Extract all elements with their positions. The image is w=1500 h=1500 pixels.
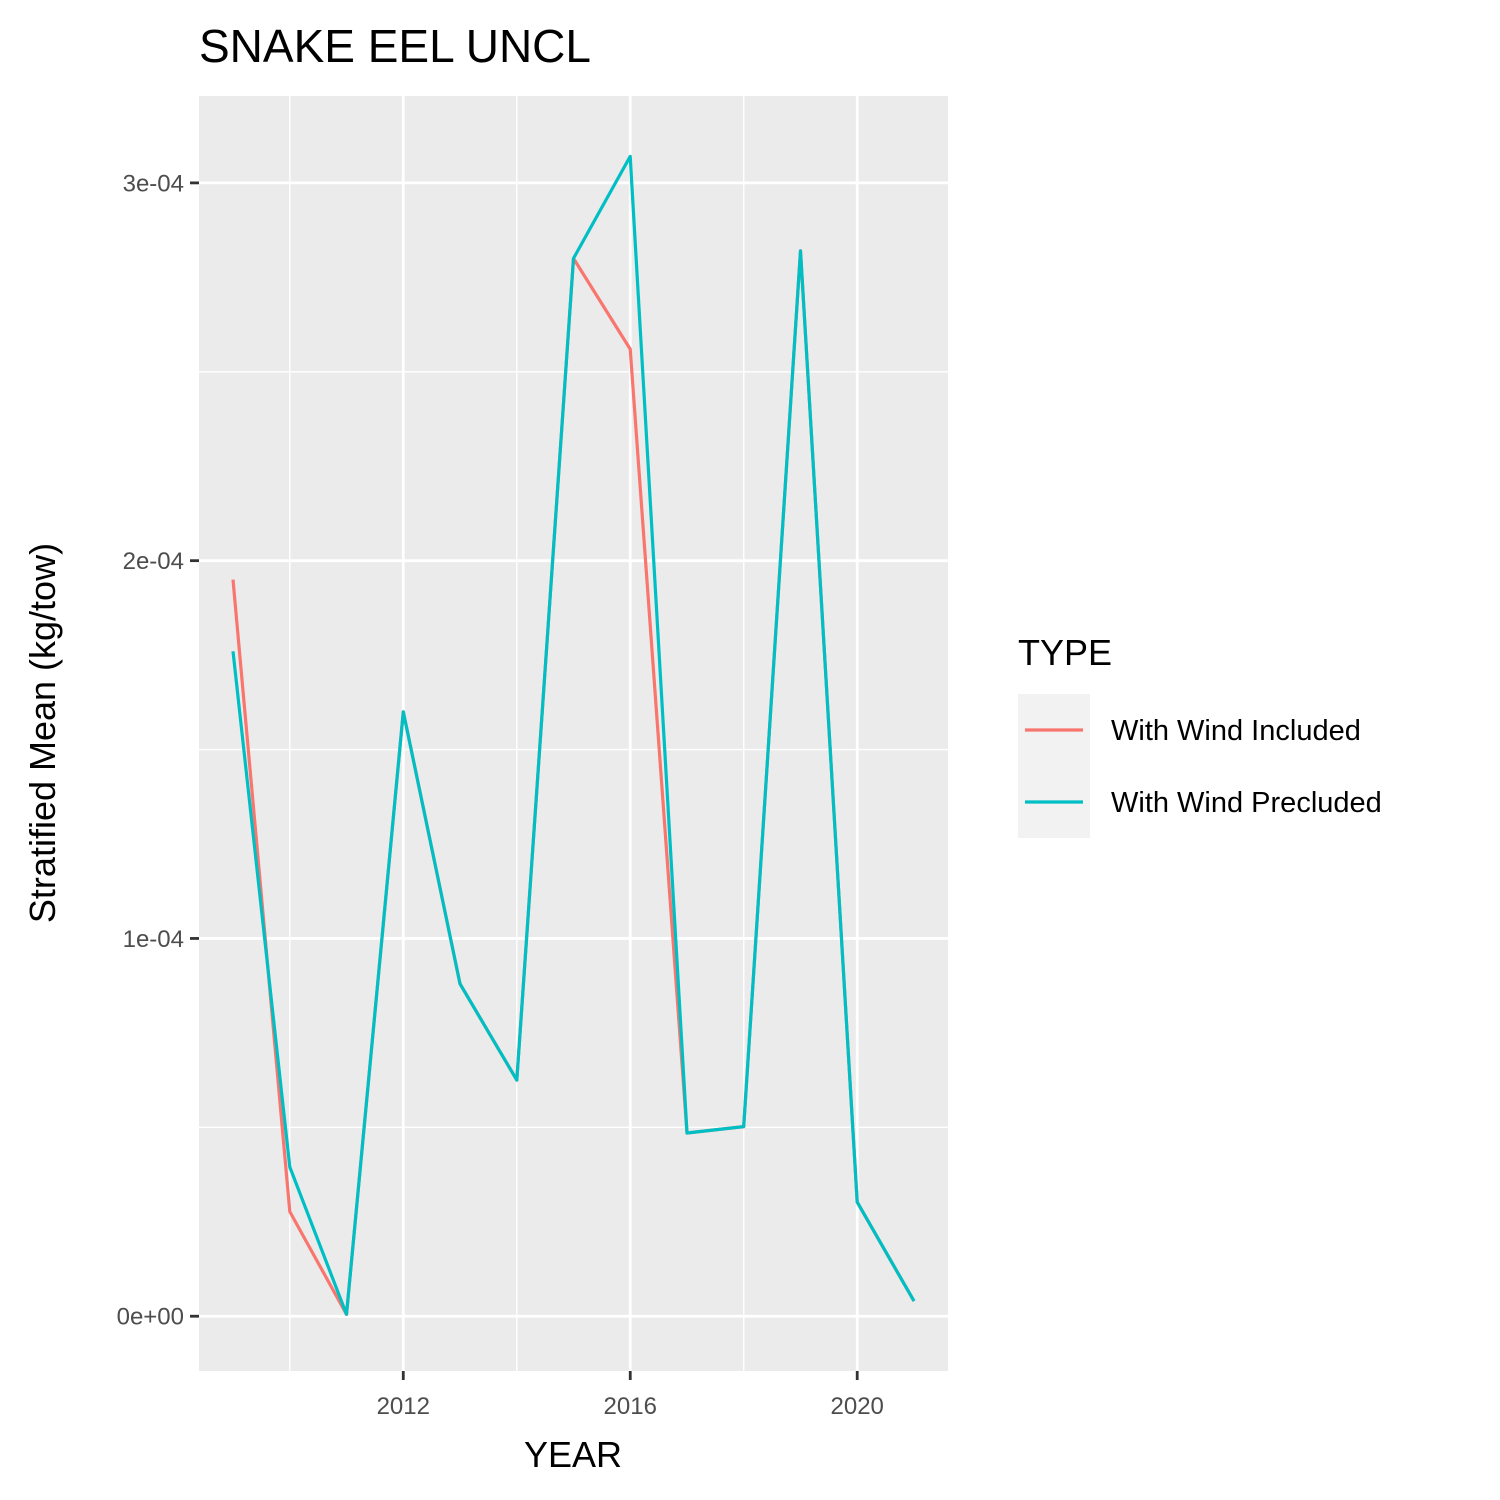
- y-tick-label: 3e-04: [123, 170, 184, 197]
- legend-key-background: [1018, 694, 1090, 838]
- legend-label: With Wind Included: [1111, 715, 1361, 747]
- y-tick-label: 2e-04: [123, 548, 184, 575]
- x-tick-label: 2012: [377, 1393, 430, 1420]
- x-axis: 2012 2016 2020: [377, 1371, 884, 1420]
- legend-label: With Wind Precluded: [1111, 787, 1382, 819]
- y-tick-label: 0e+00: [117, 1304, 184, 1331]
- y-tick-label: 1e-04: [123, 926, 184, 953]
- series-lines: [231, 154, 916, 1316]
- series-line-wind-precluded: [231, 154, 916, 1316]
- x-tick-label: 2016: [604, 1393, 657, 1420]
- plot-panel: [199, 96, 948, 1371]
- x-axis-title: YEAR: [524, 1434, 622, 1475]
- x-tick-label: 2020: [831, 1393, 884, 1420]
- legend: TYPE With Wind Included With Wind Preclud…: [1018, 632, 1382, 838]
- chart-title: SNAKE EEL UNCL: [199, 20, 591, 72]
- y-axis: 0e+00 1e-04 2e-04 3e-04: [117, 170, 199, 1331]
- y-axis-title: Stratified Mean (kg/tow): [22, 543, 63, 923]
- major-gridlines: [199, 96, 948, 1371]
- legend-title: TYPE: [1018, 632, 1112, 673]
